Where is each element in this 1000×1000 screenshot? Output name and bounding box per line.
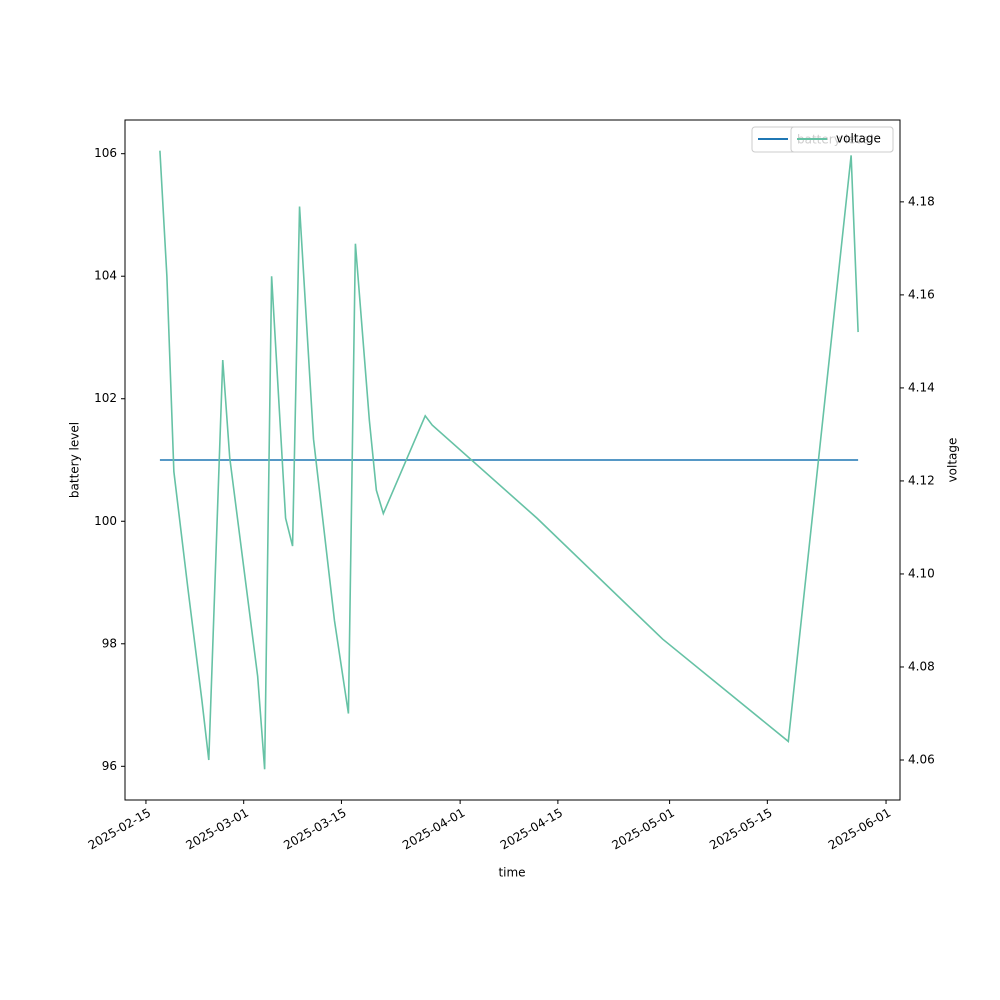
y2-tick-label: 4.16 xyxy=(908,287,935,301)
y-axis-label: battery level xyxy=(68,422,82,498)
y2-tick-label: 4.08 xyxy=(908,659,935,673)
plot-frame xyxy=(124,119,901,801)
y2-tick-label: 4.10 xyxy=(908,566,935,580)
legend-label: voltage xyxy=(836,132,881,146)
y2-tick-label: 4.14 xyxy=(908,380,935,394)
y2-tick-label: 4.06 xyxy=(908,753,935,767)
y-tick-label: 98 xyxy=(102,636,117,650)
x-axis-label: time xyxy=(498,866,525,880)
y-tick-label: 102 xyxy=(94,391,117,405)
y2-axis-label: voltage xyxy=(946,438,960,483)
legend-box xyxy=(790,126,894,153)
series-line xyxy=(159,150,859,770)
y2-tick-label: 4.18 xyxy=(908,194,935,208)
y-tick-label: 96 xyxy=(102,759,117,773)
y-tick-label: 100 xyxy=(94,514,117,528)
y2-tick-label: 4.12 xyxy=(908,473,935,487)
y-tick-label: 104 xyxy=(94,269,117,283)
y-tick-label: 106 xyxy=(94,146,117,160)
